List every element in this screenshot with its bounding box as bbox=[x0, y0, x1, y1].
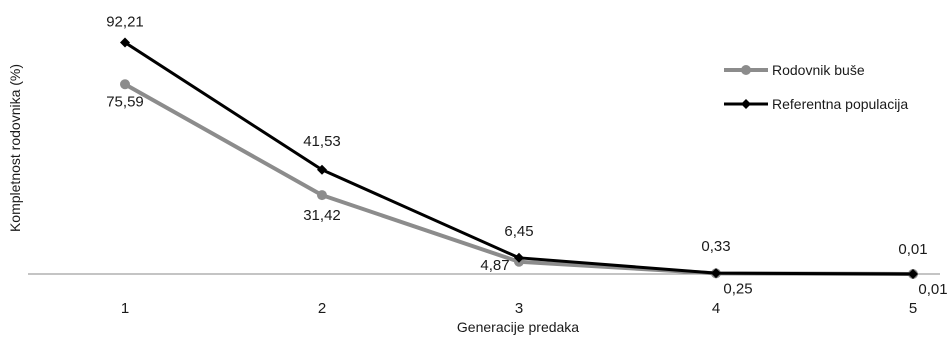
legend-label-rodovnik-buse: Rodovnik buše bbox=[772, 62, 865, 78]
data-label-rodovnik-buse: 0,01 bbox=[918, 281, 947, 298]
y-axis-title: Kompletnost rodovnika (%) bbox=[7, 64, 23, 232]
data-point-rodovnik-buse bbox=[120, 79, 130, 90]
data-point-referentna-populacija bbox=[120, 37, 130, 48]
data-point-referentna-populacija bbox=[317, 164, 327, 175]
data-point-referentna-populacija bbox=[514, 252, 524, 263]
data-point-rodovnik-buse bbox=[317, 190, 327, 201]
x-tick-label: 2 bbox=[318, 300, 326, 317]
series-layer bbox=[120, 37, 918, 279]
data-label-referentna-populacija: 92,21 bbox=[106, 14, 144, 31]
data-label-rodovnik-buse: 75,59 bbox=[106, 93, 144, 110]
x-axis-title: Generacije predaka bbox=[457, 319, 579, 335]
data-label-referentna-populacija: 0,33 bbox=[701, 238, 730, 255]
x-tick-label: 3 bbox=[515, 300, 523, 317]
data-label-referentna-populacija: 0,01 bbox=[898, 241, 927, 258]
data-label-layer: 75,59 31,42 4,87 0,25 0,01 92,21 41,53 6,45 0,33… bbox=[106, 14, 947, 298]
legend-marker-referentna-populacija bbox=[741, 99, 751, 109]
data-point-referentna-populacija bbox=[908, 268, 918, 279]
data-label-rodovnik-buse: 0,25 bbox=[723, 280, 752, 297]
data-label-referentna-populacija: 6,45 bbox=[504, 223, 533, 240]
data-point-referentna-populacija bbox=[711, 268, 721, 279]
x-tick-label: 5 bbox=[909, 300, 917, 317]
data-label-rodovnik-buse: 4,87 bbox=[480, 257, 509, 274]
x-tick-labels: 1 2 3 4 5 bbox=[121, 300, 917, 317]
series-line-rodovnik-buse bbox=[123, 82, 915, 276]
legend-marker-rodovnik-buse bbox=[741, 65, 751, 75]
legend-label-referentna-populacija: Referentna populacija bbox=[772, 96, 908, 112]
x-tick-label: 1 bbox=[121, 300, 129, 317]
legend: Rodovnik buše Referentna populacija bbox=[724, 62, 908, 112]
data-label-rodovnik-buse: 31,42 bbox=[303, 207, 341, 224]
x-tick-label: 4 bbox=[712, 300, 720, 317]
data-label-referentna-populacija: 41,53 bbox=[303, 133, 341, 150]
